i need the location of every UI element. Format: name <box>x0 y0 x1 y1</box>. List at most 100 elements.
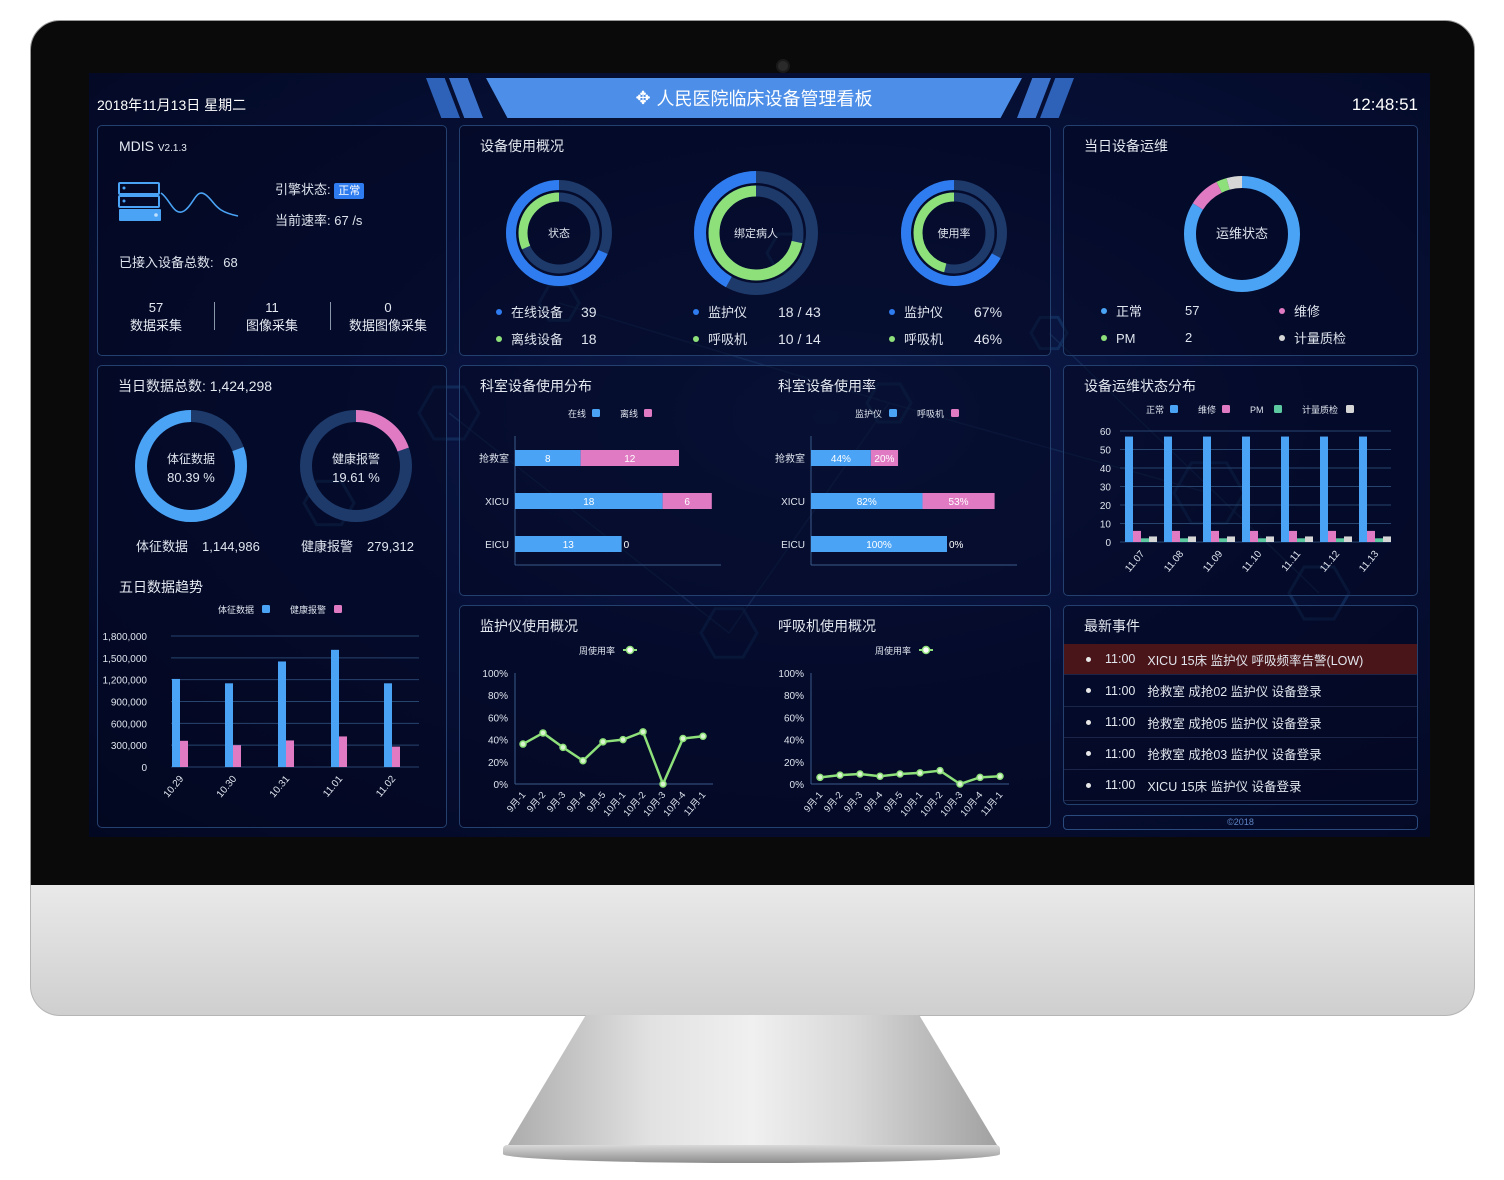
bar-正常 <box>1242 436 1250 542</box>
panel-title: 设备运维状态分布 <box>1084 378 1196 394</box>
page-title-banner: ✥ 人民医院临床设备管理看板 <box>486 78 1022 118</box>
donut-outer-arc <box>694 171 818 295</box>
bar-维修 <box>1328 530 1336 542</box>
data-point <box>539 729 547 737</box>
x-tick-label: 11.02 <box>374 774 398 800</box>
category-label: 抢救室 <box>775 452 805 465</box>
bar-value-label: 0 <box>624 540 630 551</box>
bar-value-label: 0% <box>949 540 964 551</box>
event-row[interactable]: 11:00 抢救室 成抢02 监护仪 设备登录 <box>1064 676 1417 707</box>
data-point <box>836 771 844 779</box>
bar-PM <box>1258 538 1266 542</box>
daily-total-label: 当日数据总数: <box>118 378 206 394</box>
maintenance-distribution-chart: 正常 维修 PM 计量质检 0 10 20 30 40 50 60 11.07 11.08 11.09 11… <box>1100 404 1391 575</box>
donut-percent: 80.39 % <box>167 470 215 485</box>
y-tick-label: 0 <box>1105 538 1111 549</box>
legend-value: 18 <box>581 331 597 347</box>
legend-dot <box>889 336 895 342</box>
y-tick-label: 30 <box>1100 483 1112 494</box>
weekly-usage-panel: 监护仪使用概况 呼吸机使用概况 周使用率 0% 20% 40% 60% 80% 100% 9月… <box>459 605 1051 828</box>
legend-dot <box>1279 335 1285 341</box>
event-row-alert[interactable]: 11:00 XICU 15床 监护仪 呼吸频率告警(LOW) <box>1064 644 1417 675</box>
data-point <box>996 772 1004 780</box>
data-point <box>579 756 587 765</box>
event-row[interactable]: 11:00 XICU 15床 监护仪 设备登录 <box>1064 770 1417 802</box>
x-tick-label: 10月-4 <box>662 790 689 819</box>
y-tick-label: 10 <box>1100 520 1112 531</box>
department-panel: 科室设备使用分布 科室设备使用率 在线 离线 抢救室 8 12 XICU 18 6 EICU 13… <box>459 365 1051 596</box>
y-tick-label: 1,200,000 <box>103 676 148 687</box>
data-point <box>816 773 824 782</box>
donut-percent: 19.61 % <box>332 470 380 485</box>
legend-dot <box>496 309 502 315</box>
legend-value: 67% <box>974 304 1002 320</box>
category-label: EICU <box>781 540 805 551</box>
data-point <box>519 740 527 748</box>
data-point <box>679 734 687 743</box>
x-tick-label: 9月-2 <box>822 790 845 815</box>
maintenance-arc <box>1184 176 1300 292</box>
legend-value: 10 / 14 <box>778 331 821 347</box>
event-row[interactable]: 11:00 抢救室 成抢03 监护仪 设备登录 <box>1064 739 1417 770</box>
x-tick-label: 11月-1 <box>682 790 708 818</box>
event-time: 11:00 <box>1105 746 1136 761</box>
bar-维修 <box>1133 530 1141 542</box>
legend-label: 正常 <box>1146 404 1164 415</box>
y-tick-label: 40% <box>488 736 508 747</box>
y-tick-label: 1,800,000 <box>103 632 148 643</box>
event-text: 抢救室 成抢02 监护仪 设备登录 <box>1147 685 1322 700</box>
bar-value-label: 100% <box>866 540 892 551</box>
bar-value-label: 20% <box>874 454 894 465</box>
legend-swatch <box>951 409 959 417</box>
event-text: XICU 15床 监护仪 设备登录 <box>1147 779 1302 794</box>
donut-legend-value: 279,312 <box>367 539 414 554</box>
bar-value-label: 53% <box>949 497 969 508</box>
series-line <box>819 769 1001 786</box>
legend-label: 监护仪 <box>708 305 747 320</box>
bar-体征数据 <box>384 683 392 767</box>
stat-value: 57 <box>148 300 164 315</box>
bar-value-label: 8 <box>545 454 551 465</box>
legend-swatch <box>644 409 652 417</box>
bar-计量质检 <box>1305 536 1313 542</box>
legend-label: 呼吸机 <box>917 408 944 419</box>
legend-dot <box>1279 308 1285 314</box>
event-row[interactable]: 11:00 抢救室 成抢05 监护仪 设备登录 <box>1064 707 1417 739</box>
y-tick-label: 0 <box>141 763 147 774</box>
x-tick-label: 9月-3 <box>545 790 568 815</box>
rate-label: 当前速率: <box>275 213 331 228</box>
monitor-base <box>503 1145 1000 1163</box>
donut-inner-arc <box>518 192 600 274</box>
bar-PM <box>1297 538 1305 542</box>
y-tick-label: 60% <box>488 713 508 724</box>
engine-status-row: 引擎状态: 正常 <box>275 179 365 199</box>
event-time: 11:00 <box>1105 778 1136 793</box>
dept-rate-title: 科室设备使用率 <box>778 378 876 394</box>
daily-data-panel: 当日数据总数: 1,424,298 体征数据 80.39 % 体征数据 1,144,9… <box>97 365 447 828</box>
bar-健康报警 <box>233 745 241 767</box>
bar-正常 <box>1359 436 1367 542</box>
footer-copyright: ©2018 <box>1063 815 1418 830</box>
legend-label: 离线设备 <box>511 332 563 347</box>
server-icon <box>118 182 239 221</box>
bar-正常 <box>1203 436 1211 542</box>
x-tick-label: 11.11 <box>1280 549 1304 574</box>
bar-计量质检 <box>1227 536 1235 542</box>
legend-swatch <box>1222 405 1230 413</box>
x-tick-label: 10.29 <box>162 774 187 801</box>
legend-label: 离线 <box>620 408 638 419</box>
legend-swatch <box>334 605 342 613</box>
daily-data-charts: 体征数据 80.39 % 体征数据 1,144,986 健康报警 19.61 % 健康报警 2… <box>103 410 419 801</box>
legend-label: 周使用率 <box>875 645 911 656</box>
bullet-icon <box>1086 719 1091 725</box>
data-point <box>559 743 567 752</box>
header-date: 2018年11月13日 星期二 <box>97 97 247 113</box>
legend-label: 维修 <box>1294 304 1320 319</box>
data-point <box>856 770 864 778</box>
legend-dot <box>693 309 699 315</box>
x-tick-label: 11.01 <box>321 774 345 800</box>
bar-离线 <box>662 493 712 509</box>
daily-total-row: 当日数据总数: 1,424,298 <box>118 376 272 396</box>
legend-label: 计量质检 <box>1294 331 1346 346</box>
